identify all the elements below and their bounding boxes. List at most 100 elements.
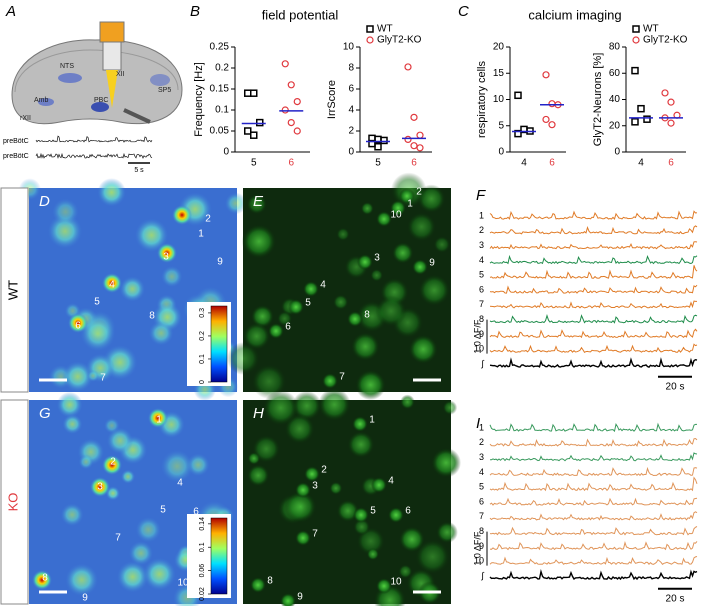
data-point: [514, 129, 522, 138]
cell-blob: [241, 224, 277, 259]
cell-label: 6: [285, 322, 291, 333]
data-point: [244, 89, 252, 97]
y-tick-label: 0: [223, 147, 229, 158]
trace-label: 2: [479, 225, 484, 235]
trace-label: ∫: [481, 570, 486, 580]
y-tick-label: 5: [498, 120, 504, 131]
y-axis-label: GlyT2-Neurons [%]: [592, 53, 604, 147]
row-label-box: [0, 187, 29, 393]
trace: [489, 422, 697, 433]
cell-blob: [47, 213, 83, 249]
panel-letter: F: [476, 187, 486, 204]
cell-blob: [333, 294, 349, 310]
cell-label: 2: [110, 457, 116, 468]
cell-label: 6: [75, 321, 81, 332]
trace: [489, 314, 698, 324]
amplitude-label: 1.0 ΔF/F: [472, 319, 482, 354]
cell-blob: [390, 200, 406, 216]
cell-blob: [318, 388, 351, 421]
y-tick-label: 0: [614, 147, 620, 158]
data-point: [514, 91, 522, 100]
panel-title: field potential: [262, 7, 339, 22]
slice-contour: [14, 49, 179, 93]
y-axis-label: respiratory cells: [476, 60, 488, 138]
colorbar-tick-label: 0: [199, 380, 206, 384]
cell-blob: [288, 299, 304, 315]
cell-blob: [336, 227, 350, 241]
trace: [489, 328, 698, 339]
cell-blob: [250, 577, 266, 593]
data-point: [548, 100, 556, 108]
region-label: XII: [116, 71, 125, 78]
amplitude-label: 1.0 ΔF/F: [472, 531, 482, 566]
scale-label: 5 s: [134, 167, 144, 174]
colorbar: [210, 517, 228, 595]
panel-letter: B: [190, 3, 200, 20]
cell-blob: [80, 316, 116, 352]
cell-blob: [295, 530, 311, 546]
cell-blob: [391, 242, 414, 264]
y-tick-label: 40: [609, 94, 621, 105]
cell-blob: [172, 205, 192, 225]
cell-label: 1: [198, 229, 204, 240]
y-tick-label: 0: [348, 147, 354, 158]
trace: [489, 300, 697, 309]
x-tick-label: 6: [288, 158, 294, 169]
colorbar-tick-label: 0.1: [199, 354, 206, 364]
cell-blob: [143, 557, 176, 591]
time-label: 20 s: [666, 593, 685, 604]
trace-label: 1: [479, 422, 484, 432]
y-tick-label: 20: [609, 120, 621, 131]
brainstem-schematic: [11, 21, 183, 125]
slice: [11, 39, 183, 125]
cell-blob: [371, 477, 387, 493]
legend-symbol: [366, 25, 374, 33]
cell-label: 9: [429, 258, 435, 269]
cell-blob: [399, 188, 415, 204]
nucleus: [150, 74, 170, 86]
cell-blob: [251, 364, 287, 399]
nucleus: [58, 73, 82, 83]
cell-blob: [353, 518, 371, 536]
cell-blob: [347, 430, 375, 459]
data-point: [404, 135, 412, 143]
cell-label: 8: [364, 310, 370, 321]
data-point: [410, 142, 418, 150]
cell-label: 8: [42, 573, 48, 584]
data-point: [643, 115, 651, 123]
cell-blob: [431, 447, 462, 478]
cell-blob: [408, 334, 438, 365]
cell-blob: [116, 560, 149, 593]
cell-label: 1: [156, 415, 162, 426]
cell-blob: [224, 192, 247, 215]
panel-letter: G: [39, 405, 51, 422]
x-tick-label: 4: [638, 158, 644, 169]
panel-letter: C: [458, 3, 469, 20]
light-cone: [106, 70, 118, 108]
row-label: KO: [5, 493, 20, 512]
cell-blob: [280, 593, 296, 606]
cell-label: 7: [312, 529, 318, 540]
cell-label: 5: [94, 297, 100, 308]
legend-symbol: [632, 25, 640, 33]
cell-label: 2: [205, 214, 211, 225]
cell-label: 6: [405, 506, 411, 517]
electrode: [123, 108, 151, 124]
panel-letter: D: [39, 193, 50, 210]
trace: [489, 343, 698, 353]
trace-label: 5: [479, 270, 484, 280]
cell-blob: [242, 322, 271, 350]
y-tick-label: 0: [498, 147, 504, 158]
cell-label: 10: [390, 577, 402, 588]
cell-blob: [329, 481, 343, 495]
trace-label: 10: [474, 344, 484, 354]
y-tick-label: 0.2: [215, 63, 229, 74]
trace-label: 8: [479, 526, 484, 536]
y-tick-label: 15: [493, 68, 505, 79]
cell-label: 5: [305, 298, 311, 309]
cell-blob: [86, 369, 100, 382]
y-tick-label: 8: [348, 63, 354, 74]
trace: [490, 452, 698, 462]
nucleus: [91, 102, 109, 112]
data-point: [380, 136, 388, 145]
